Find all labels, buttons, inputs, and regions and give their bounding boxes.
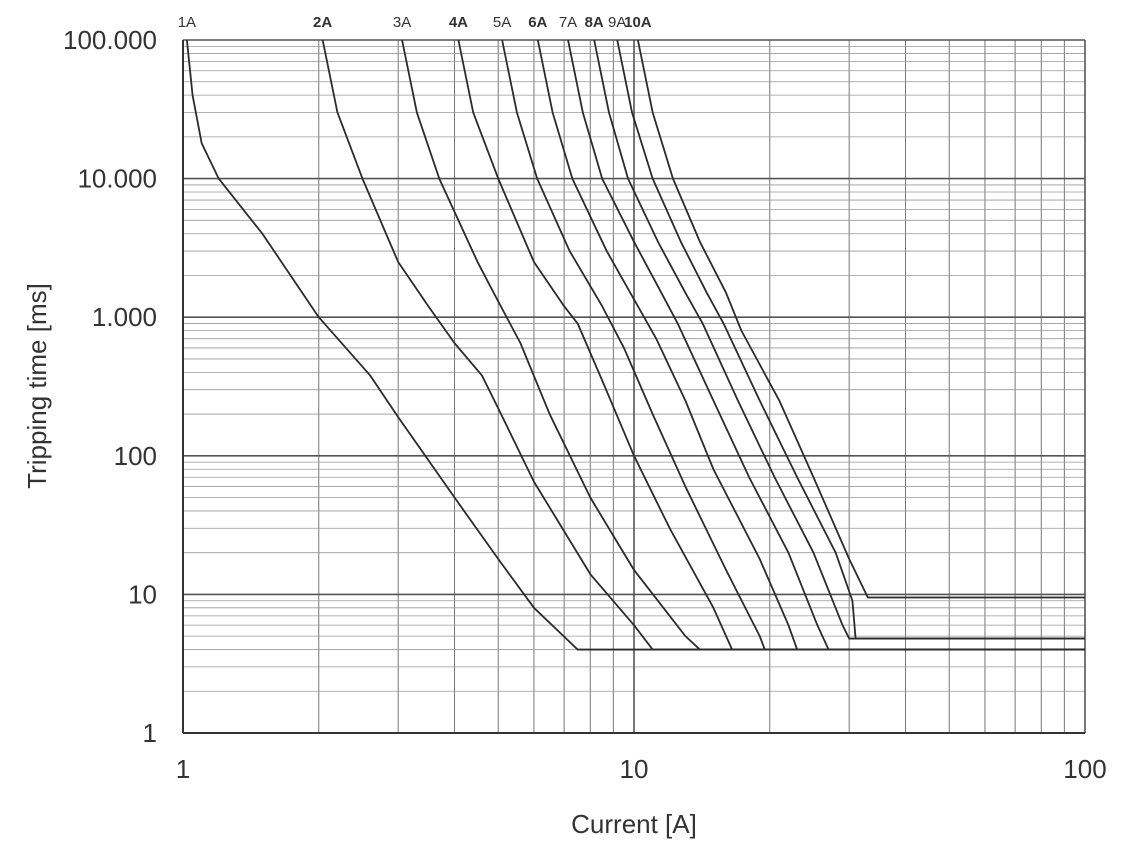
y-tick-label: 10 [128, 579, 157, 609]
series-label-10A: 10A [624, 14, 652, 31]
y-tick-label: 10.000 [77, 164, 157, 194]
x-tick-labels: 1 10 100 [176, 754, 1107, 784]
y-tick-labels: 1 10 100 1.000 10.000 100.000 [63, 25, 157, 748]
series-line-7A [567, 39, 1085, 651]
series-label-3A: 3A [393, 14, 411, 31]
y-tick-label: 1.000 [92, 302, 157, 332]
series-line-10A [636, 39, 1085, 599]
series-label-6A: 6A [528, 14, 547, 31]
x-tick-label: 1 [176, 754, 190, 784]
series-label-7A: 7A [559, 14, 577, 31]
series-line-2A [321, 39, 1085, 651]
series-line-8A [593, 39, 1085, 640]
y-tick-label: 1 [143, 718, 157, 748]
x-tick-label: 10 [620, 754, 649, 784]
x-tick-label: 100 [1063, 754, 1106, 784]
series-line-6A [536, 39, 1085, 651]
y-tick-label: 100.000 [63, 25, 157, 55]
series-label-1A: 1A [178, 14, 196, 31]
series-line-4A [457, 39, 1085, 651]
series-line-3A [401, 39, 1085, 651]
y-tick-label: 100 [114, 441, 157, 471]
series-line-5A [501, 39, 1085, 651]
x-axis-title: Current [A] [571, 809, 697, 839]
series-label-8A: 8A [585, 14, 604, 31]
y-axis-title: Tripping time [ms] [22, 283, 52, 489]
series-label-5A: 5A [493, 14, 511, 31]
major-gridlines [182, 39, 1086, 734]
series-label-4A: 4A [449, 14, 468, 31]
series-lines [185, 39, 1085, 651]
series-label-9A: 9A [608, 14, 626, 31]
series-line-9A [616, 39, 1085, 640]
series-label-2A: 2A [313, 14, 332, 31]
series-line-1A [185, 39, 1085, 651]
